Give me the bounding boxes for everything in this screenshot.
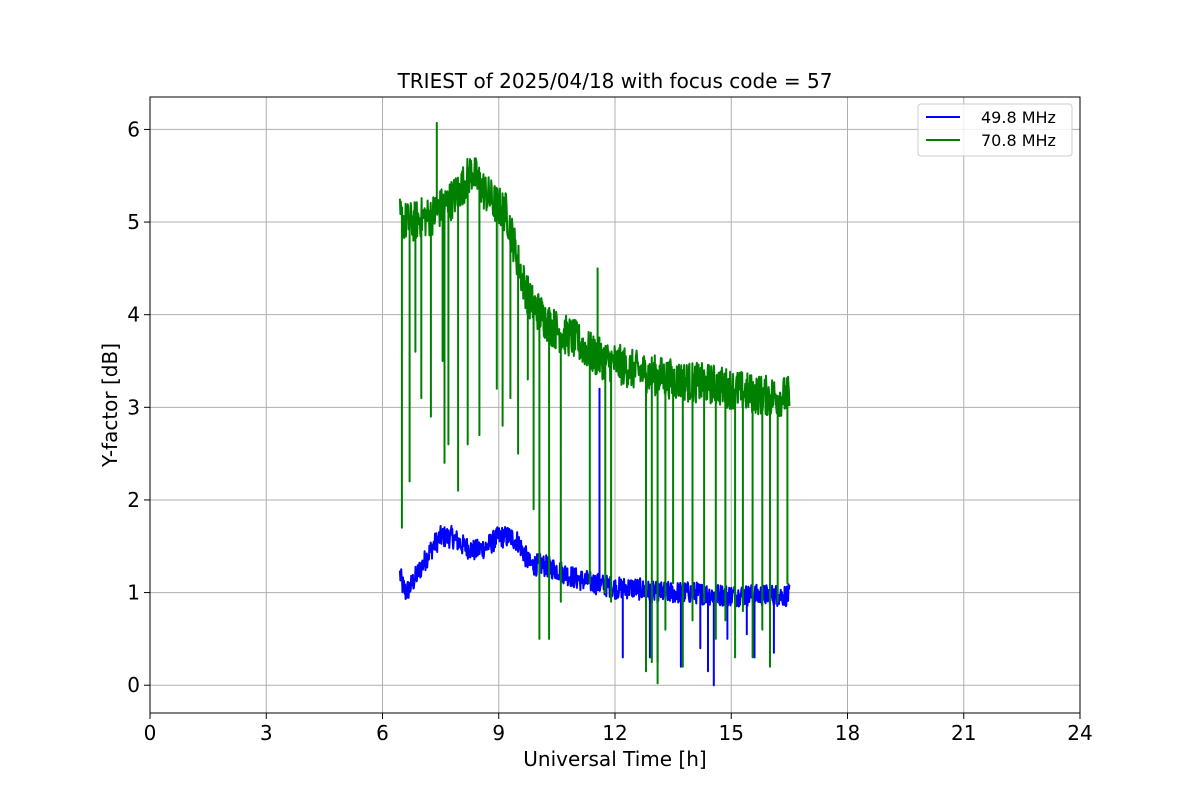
x-tick-label: 9 [492,721,505,745]
y-tick-label: 6 [127,117,140,141]
chart-title: TRIEST of 2025/04/18 with focus code = 5… [397,69,833,93]
y-tick-label: 5 [127,210,140,234]
y-tick-label: 1 [127,581,140,605]
x-axis-title: Universal Time [h] [523,747,706,771]
y-axis-title: Y-factor [dB] [98,343,122,468]
y-tick-label: 4 [127,303,140,327]
x-tick-label: 18 [835,721,860,745]
x-tick-label: 24 [1067,721,1092,745]
x-tick-label: 21 [951,721,976,745]
legend: 49.8 MHz 70.8 MHz [917,103,1073,157]
x-tick-label: 0 [144,721,157,745]
legend-label: 49.8 MHz [981,108,1056,127]
y-tick-label: 2 [127,488,140,512]
x-tick-label: 15 [719,721,744,745]
series-line-2 [398,121,791,685]
x-tick-label: 6 [376,721,389,745]
series-line-1 [398,387,791,687]
series-layer [398,121,791,687]
x-tick-label: 12 [602,721,627,745]
legend-label: 70.8 MHz [981,131,1056,150]
y-tick-label: 0 [127,673,140,697]
x-tick-label: 3 [260,721,273,745]
y-tick-label: 3 [127,395,140,419]
